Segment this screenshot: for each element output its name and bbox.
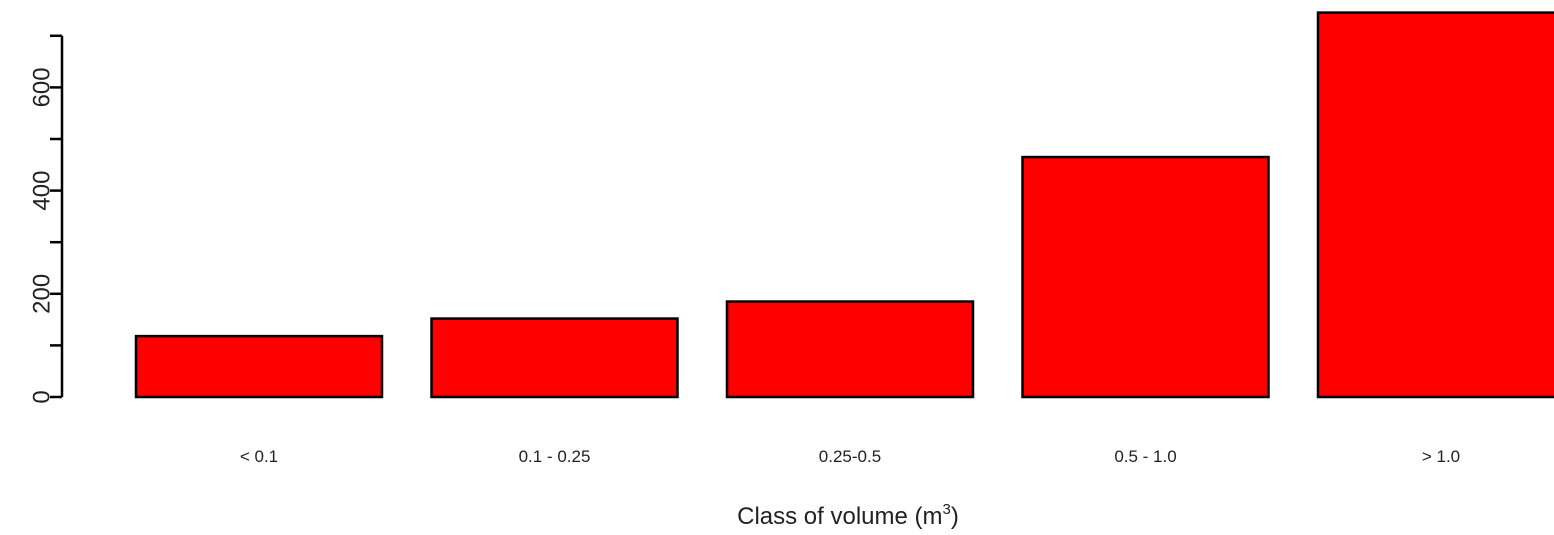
- x-category-label: > 1.0: [1422, 447, 1460, 466]
- y-tick-label: 400: [28, 171, 55, 211]
- x-axis-label-main: Class of volume (m: [737, 503, 942, 530]
- y-axis: 0 200 400 600: [28, 34, 64, 404]
- x-axis-label-superscript: 3: [943, 501, 951, 518]
- x-category-labels: < 0.1 0.1 - 0.25 0.25-0.5 0.5 - 1.0 > 1.0: [240, 447, 1460, 466]
- bar: [1021, 155, 1270, 399]
- x-axis-label-close: ): [951, 503, 959, 530]
- bar: [430, 317, 679, 399]
- x-category-label: 0.5 - 1.0: [1114, 447, 1176, 466]
- y-tick-label: 200: [28, 274, 55, 314]
- x-category-label: < 0.1: [240, 447, 278, 466]
- y-tick-label: 0: [28, 390, 55, 403]
- bar: [725, 300, 975, 399]
- x-category-label: 0.1 - 0.25: [519, 447, 591, 466]
- y-tick-label: 600: [28, 67, 55, 107]
- bars: [134, 11, 1554, 399]
- bar: [1316, 11, 1554, 399]
- bar: [134, 334, 384, 399]
- x-category-label: 0.25-0.5: [819, 447, 881, 466]
- x-axis-label: Class of volume (m3): [737, 501, 959, 530]
